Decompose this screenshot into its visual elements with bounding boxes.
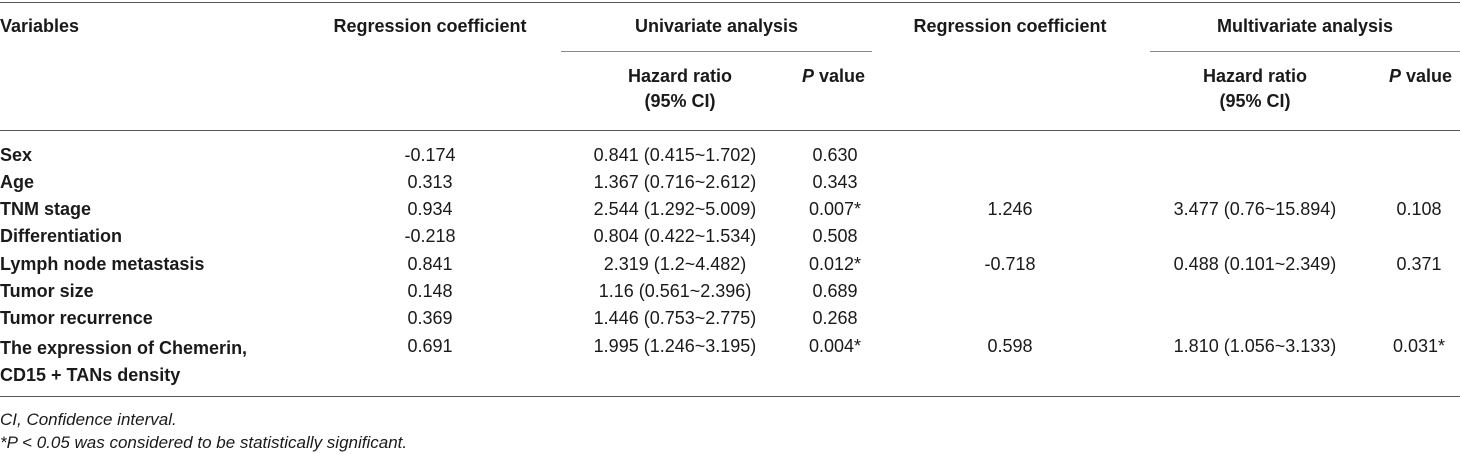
row-multi-coefficient: 0.598: [987, 336, 1033, 356]
row-multi-p-value: 0.108: [1396, 199, 1442, 219]
row-hazard-ratio: 2.319 (1.2~4.482): [603, 254, 747, 274]
row-p-value: 0.004*: [808, 336, 862, 356]
header-hazard-ratio-line2: (95% CI): [644, 91, 716, 111]
row-coefficient: 0.148: [407, 281, 453, 301]
row-variable: Differentiation: [0, 226, 123, 246]
row-p-value: 0.007*: [808, 199, 862, 219]
row-p-value: 0.268: [812, 308, 858, 328]
row-multi-hazard-ratio: 1.810 (1.056~3.133): [1173, 336, 1337, 356]
row-hazard-ratio: 0.804 (0.422~1.534): [593, 226, 757, 246]
row-p-value: 0.508: [812, 226, 858, 246]
row-p-value: 0.012*: [808, 254, 862, 274]
row-p-value: 0.630: [812, 145, 858, 165]
footnote-significance: *P < 0.05 was considered to be statistic…: [0, 433, 408, 452]
header-regression-coefficient-multivariate: Regression coefficient: [913, 16, 1107, 36]
row-p-value: 0.343: [812, 172, 858, 192]
row-multi-p-value: 0.031*: [1392, 336, 1446, 356]
header-variables: Variables: [0, 16, 80, 36]
multivariate-underline: [1150, 51, 1460, 52]
row-multi-hazard-ratio: 0.488 (0.101~2.349): [1173, 254, 1337, 274]
row-p-value: 0.689: [812, 281, 858, 301]
row-hazard-ratio: 1.16 (0.561~2.396): [598, 281, 752, 301]
row-variable: Tumor recurrence: [0, 308, 153, 328]
p-letter: P: [1389, 66, 1402, 86]
row-coefficient: 0.934: [407, 199, 453, 219]
header-p-value-multi: P value: [1389, 64, 1452, 89]
header-multivariate-analysis: Multivariate analysis: [1216, 16, 1394, 36]
row-multi-hazard-ratio: 3.477 (0.76~15.894): [1173, 199, 1337, 219]
row-hazard-ratio: 1.995 (1.246~3.195): [593, 336, 757, 356]
row-hazard-ratio: 1.367 (0.716~2.612): [593, 172, 757, 192]
row-hazard-ratio: 2.544 (1.292~5.009): [593, 199, 757, 219]
row-variable: Lymph node metastasis: [0, 254, 205, 274]
row-coefficient: -0.174: [404, 145, 456, 165]
header-hazard-ratio-line2: (95% CI): [1219, 91, 1291, 111]
header-regression-coefficient-univariate: Regression coefficient: [333, 16, 527, 36]
p-letter: P: [802, 66, 815, 86]
row-multi-coefficient: 1.246: [987, 199, 1033, 219]
row-multi-p-value: 0.371: [1396, 254, 1442, 274]
univariate-underline: [561, 51, 872, 52]
header-hazard-ratio-multi: Hazard ratio (95% CI): [1140, 64, 1370, 114]
p-rest: value: [1401, 66, 1453, 86]
top-rule: [0, 2, 1460, 3]
header-hazard-ratio-line1: Hazard ratio: [627, 66, 733, 86]
footnote-ci: CI, Confidence interval.: [0, 410, 177, 429]
row-variable-line1: The expression of Chemerin,: [0, 338, 248, 358]
row-hazard-ratio: 1.446 (0.753~2.775): [593, 308, 757, 328]
header-hazard-ratio-line1: Hazard ratio: [1202, 66, 1308, 86]
row-multi-coefficient: -0.718: [984, 254, 1036, 274]
row-coefficient: 0.841: [407, 254, 453, 274]
row-hazard-ratio: 0.841 (0.415~1.702): [593, 145, 757, 165]
row-variable: Sex: [0, 145, 33, 165]
header-univariate-analysis: Univariate analysis: [634, 16, 799, 36]
row-variable: Tumor size: [0, 281, 94, 301]
p-rest: value: [814, 66, 866, 86]
row-coefficient: 0.369: [407, 308, 453, 328]
row-coefficient: -0.218: [404, 226, 456, 246]
row-variable: The expression of Chemerin, CD15 + TANs …: [0, 335, 247, 389]
row-coefficient: 0.691: [407, 336, 453, 356]
table-bottom-rule: [0, 396, 1460, 397]
header-p-value-uni: P value: [802, 64, 865, 89]
header-bottom-rule: [0, 130, 1460, 131]
header-hazard-ratio-uni: Hazard ratio (95% CI): [565, 64, 795, 114]
row-variable: TNM stage: [0, 199, 92, 219]
row-variable: Age: [0, 172, 35, 192]
row-coefficient: 0.313: [407, 172, 453, 192]
row-variable-line2: CD15 + TANs density: [0, 365, 181, 385]
